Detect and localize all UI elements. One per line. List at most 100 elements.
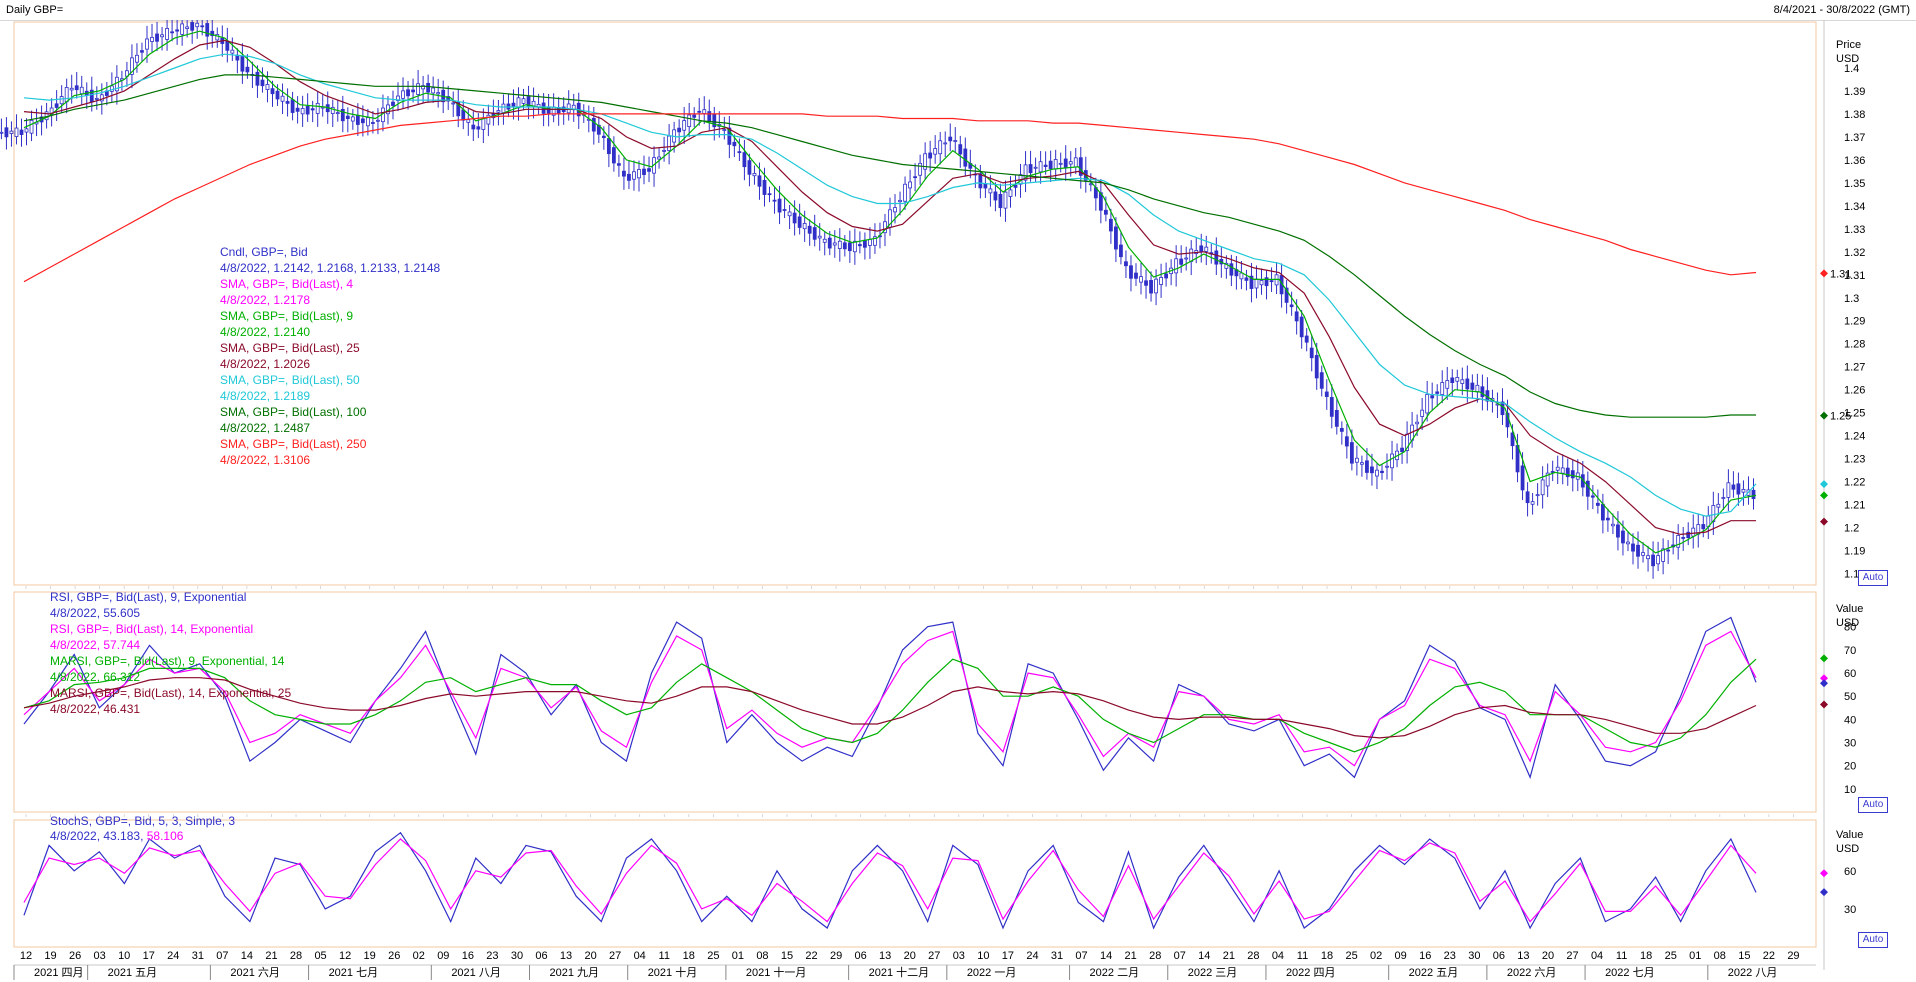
- x-tick-day: 18: [1640, 950, 1652, 962]
- candle-body: [1520, 465, 1525, 491]
- x-tick-day: 31: [1051, 950, 1063, 962]
- x-tick-day: 21: [1125, 950, 1137, 962]
- candle-body: [667, 135, 672, 151]
- candle-body: [1440, 382, 1445, 395]
- candle-body: [1023, 164, 1028, 181]
- chart-canvas[interactable]: 12 19 26 03 10 17 24 31 07 14 21 28 05 12 19 26 02 09 16 23…: [0, 20, 1916, 982]
- x-tick-day: 19: [364, 950, 376, 962]
- candle-body: [360, 118, 365, 124]
- price-tick-label: 1.37: [1844, 132, 1865, 144]
- candle-body: [697, 110, 702, 113]
- x-tick-day: 14: [1100, 950, 1112, 962]
- candle-body: [365, 117, 370, 127]
- candle-body: [1314, 355, 1319, 379]
- x-tick-month: 2021 八月: [451, 967, 501, 979]
- x-tick-month: 2022 六月: [1507, 966, 1557, 979]
- x-tick-month: 2022 一月: [967, 967, 1017, 979]
- rsi-auto-scale-button[interactable]: Auto: [1858, 797, 1888, 813]
- x-tick-day: 27: [609, 950, 621, 962]
- x-tick-month: 2022 八月: [1728, 967, 1778, 979]
- rsi-legend-entry: RSI, GBP=, Bid(Last), 14, Exponential: [50, 622, 253, 636]
- legend-layer: Cndl, GBP=, Bid 4/8/2022, 1.2142, 1.2168,…: [50, 245, 441, 843]
- stoch-value-marker: [1820, 869, 1828, 878]
- price-value-marker: [1820, 480, 1828, 489]
- x-tick-day: 04: [1591, 950, 1603, 962]
- price-value-marker: [1820, 411, 1828, 420]
- candle-body: [1179, 258, 1184, 265]
- candle-body: [1460, 379, 1465, 384]
- candle-body: [687, 114, 692, 128]
- price-tick-label: 1.33: [1844, 224, 1865, 236]
- candle-body: [842, 242, 847, 250]
- candle-body: [135, 54, 139, 63]
- candle-body: [1636, 544, 1640, 557]
- candle-body: [1585, 480, 1590, 497]
- candle-body: [1269, 280, 1274, 283]
- candle-body: [130, 57, 134, 75]
- candle-body: [215, 34, 220, 41]
- candle-body: [777, 198, 782, 213]
- x-tick-day: 02: [1370, 950, 1382, 962]
- x-tick-day: 12: [339, 950, 351, 962]
- candle-body: [1003, 191, 1008, 209]
- candle-body: [1380, 470, 1384, 474]
- candle-body: [1114, 226, 1118, 250]
- candle-body: [411, 89, 415, 93]
- rsi-value-marker: [1820, 674, 1828, 683]
- rsi-panel-frame: [13, 591, 1817, 813]
- candle-body: [1595, 502, 1600, 506]
- x-tick-day: 21: [265, 950, 277, 962]
- candle-body: [280, 95, 285, 102]
- x-tick-day: 22: [1763, 950, 1775, 962]
- price-legend-entry: 4/8/2022, 1.2178: [220, 293, 310, 307]
- candle-body: [1324, 391, 1329, 397]
- candle-body: [401, 90, 405, 99]
- candle-body: [601, 135, 606, 139]
- x-tick-month: 2021 七月: [329, 966, 379, 979]
- candle-body: [290, 99, 295, 113]
- candle-body: [496, 110, 501, 113]
- candle-body: [1058, 162, 1063, 165]
- rsi-tick-label: 70: [1844, 645, 1856, 657]
- candle-body: [155, 33, 159, 42]
- price-tick-label: 1.3: [1844, 293, 1859, 305]
- x-tick-day: 15: [1738, 950, 1750, 962]
- x-tick-month: 2022 四月: [1286, 967, 1336, 979]
- candle-body: [200, 25, 205, 28]
- candle-body: [1425, 394, 1430, 414]
- candle-body: [637, 169, 641, 179]
- candle-body: [0, 131, 4, 134]
- x-tick-day: 24: [1026, 950, 1038, 962]
- candle-body: [772, 199, 777, 202]
- candle-body: [315, 102, 320, 114]
- price-tick-label: 1.29: [1844, 316, 1865, 328]
- candle-body: [24, 128, 29, 133]
- rsi-tick-label: 30: [1844, 738, 1856, 750]
- x-tick-month: 2022 七月: [1605, 966, 1655, 979]
- candle-body: [622, 170, 626, 177]
- candle-body: [79, 86, 84, 95]
- x-tick-day: 05: [314, 950, 326, 962]
- candle-body: [1329, 397, 1334, 417]
- x-tick-day: 04: [634, 950, 646, 962]
- price-tick-label: 1.34: [1844, 201, 1865, 213]
- price-legend-entry: SMA, GBP=, Bid(Last), 50: [220, 373, 360, 387]
- candle-body: [983, 183, 988, 189]
- x-tick-day: 11: [659, 950, 670, 962]
- candle-body: [1525, 491, 1530, 504]
- date-range: 8/4/2021 - 30/8/2022 (GMT): [1773, 4, 1910, 16]
- price-tick-label: 1.32: [1844, 247, 1865, 259]
- x-tick-month: 2021 九月: [550, 966, 600, 979]
- candle-body: [170, 31, 174, 34]
- price-tick-label: 1.19: [1844, 546, 1865, 558]
- candle-body: [1149, 279, 1153, 294]
- x-tick-day: 06: [535, 950, 547, 962]
- price-tick-label: 1.21: [1844, 500, 1865, 512]
- stoch-line: [23, 831, 1757, 930]
- candle-body: [1349, 442, 1354, 464]
- price-auto-scale-button[interactable]: Auto: [1858, 570, 1888, 586]
- axis-layer: 12 19 26 03 10 17 24 31 07 14 21 28 05 12 19 26 02 09 16 23…: [13, 39, 1865, 980]
- candle-body: [943, 142, 948, 145]
- candle-body: [1445, 380, 1450, 389]
- stoch-auto-scale-button[interactable]: Auto: [1858, 932, 1888, 948]
